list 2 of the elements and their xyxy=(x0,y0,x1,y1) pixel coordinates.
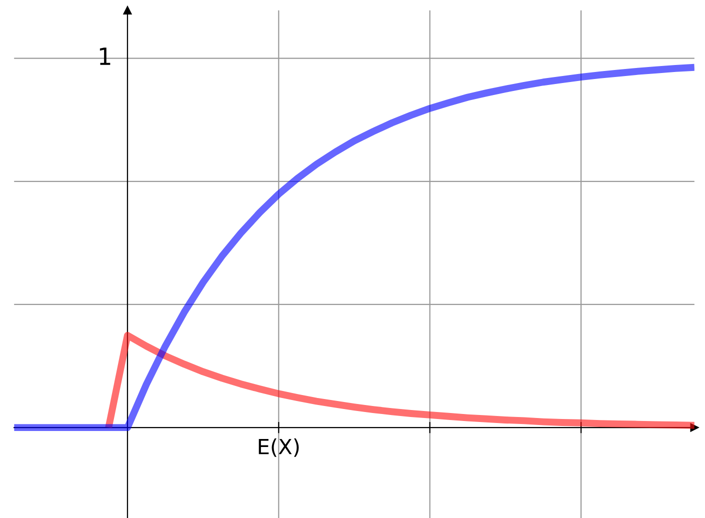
text: 1 xyxy=(100,48,110,65)
text: E(X) xyxy=(258,438,299,457)
